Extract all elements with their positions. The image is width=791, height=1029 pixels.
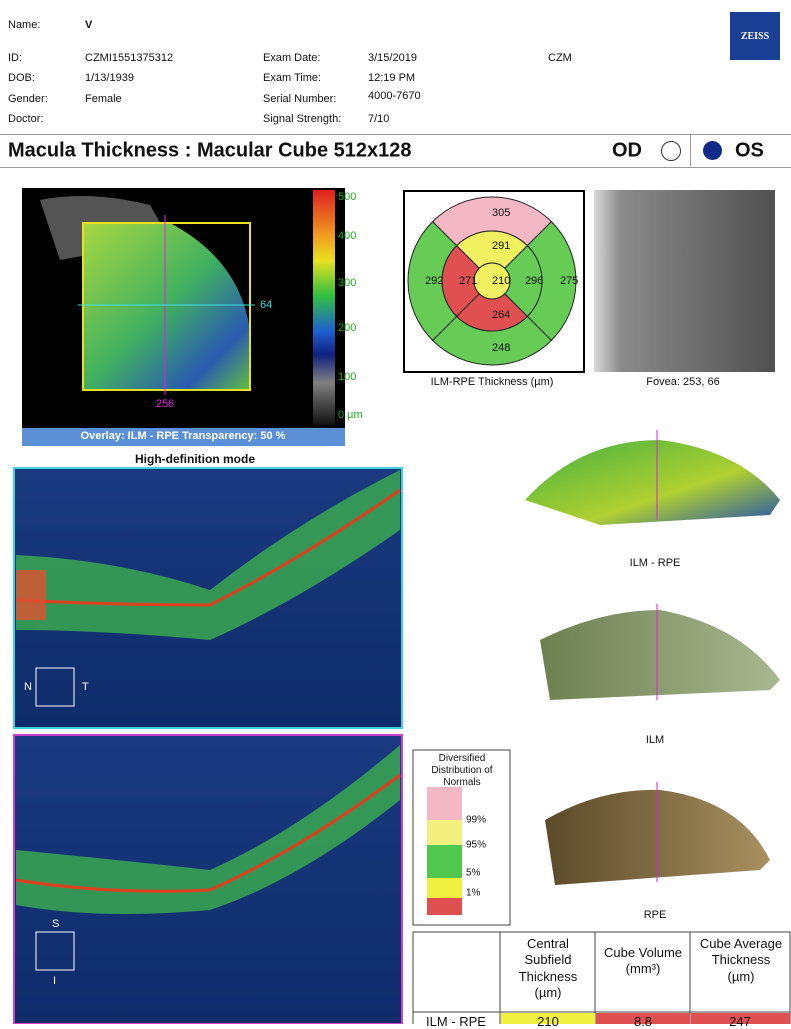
value: 12:19 PM [368, 72, 416, 84]
value: Female [85, 93, 122, 105]
etdrs-grid [407, 196, 577, 366]
label: Doctor: [8, 113, 44, 125]
scale-label: 300 [338, 277, 357, 289]
grid-value: 271 [459, 275, 478, 287]
orient-i: I [53, 975, 57, 987]
grid-caption: ILM-RPE Thickness (µm) [430, 376, 554, 388]
scale-label: 100 [338, 371, 357, 383]
label: Serial Number: [263, 93, 337, 105]
surface-2 [540, 610, 780, 700]
table-header: Cube Volume (mm³) [603, 945, 683, 977]
legend-swatch [427, 845, 462, 878]
label: Exam Date: [263, 52, 321, 64]
surface-label: RPE [643, 909, 667, 921]
table-header: Central Subfield Thickness (µm) [518, 936, 578, 1000]
rpe [15, 488, 401, 607]
lesion [16, 570, 46, 620]
table-header: Cube Average Thickness (µm) [699, 936, 783, 984]
title-bar [0, 134, 791, 168]
legend-level: 5% [466, 867, 481, 879]
orient-s: S [52, 918, 60, 930]
overlay-text: Overlay: ILM - RPE Transparency: 50 % [80, 430, 286, 442]
value: 3/15/2019 [368, 52, 417, 64]
grid-center [473, 262, 511, 300]
retina [16, 745, 400, 914]
h-line-label: 64 [260, 299, 273, 311]
orient-box [35, 667, 75, 707]
surface-label: ILM - RPE [629, 557, 681, 569]
label: Gender: [8, 93, 48, 105]
orient-t: T [82, 681, 89, 693]
value: 1/13/1939 [85, 72, 134, 84]
cell: 247 [729, 1014, 751, 1029]
grid-value: 264 [492, 309, 511, 321]
divider [690, 135, 691, 166]
grid-value: 210 [492, 275, 511, 287]
rpe [15, 773, 401, 893]
grid-value: 305 [492, 207, 511, 219]
grid-value: 248 [492, 342, 511, 354]
logo: ZEISS [730, 12, 780, 60]
legend-swatch [427, 820, 462, 845]
os: OS [735, 139, 764, 162]
logo-text: ZEISS [740, 30, 770, 42]
scale-label: 0 µm [338, 409, 363, 421]
scale-label: 500 [338, 191, 357, 203]
mode: High-definition mode [135, 452, 255, 466]
scale-label: 400 [338, 230, 357, 242]
cell: 210 [537, 1014, 559, 1029]
grid-value: 275 [560, 275, 579, 287]
legend-swatch [427, 898, 462, 915]
value: 4000-7670 [368, 90, 421, 102]
label: Signal Strength: [263, 113, 342, 125]
overlay-bar [22, 428, 345, 446]
cell-bg [501, 1013, 595, 1024]
grid-value: 291 [492, 240, 511, 252]
fovea-caption: Fovea: 253, 66 [646, 376, 720, 388]
surface-1 [525, 440, 780, 525]
legend-swatch [427, 787, 462, 820]
orient-box [35, 931, 75, 971]
grid-value: 296 [525, 275, 544, 287]
legend-level: 1% [466, 887, 481, 899]
scale-label: 200 [338, 322, 357, 334]
od: OD [612, 139, 642, 162]
cell-bg [691, 1013, 790, 1024]
legend-level: 95% [466, 839, 487, 851]
legend-swatch [427, 878, 462, 898]
v-line-label: 256 [155, 398, 175, 410]
site: CZM [548, 52, 572, 64]
cell-bg [596, 1013, 690, 1024]
legend-level: 99% [466, 814, 487, 826]
os-radio [703, 141, 722, 160]
value: V [85, 19, 93, 31]
label: Exam Time: [263, 72, 322, 84]
color-bar [313, 190, 335, 425]
table [412, 931, 791, 1024]
cell: 8.8 [633, 1014, 653, 1029]
od-radio [661, 141, 681, 161]
overlay-map [83, 223, 250, 390]
label: Name: [8, 19, 41, 31]
orient-n: N [24, 681, 32, 693]
grid-value: 292 [425, 275, 444, 287]
label: ID: [8, 52, 23, 64]
legend-title: Diversified Distribution of Normals [431, 753, 493, 788]
title: Macula Thickness : Macular Cube 512x128 [8, 139, 412, 162]
fovea-image [594, 190, 775, 372]
value: CZMI1551375312 [85, 52, 174, 64]
surface-label: ILM [645, 734, 665, 746]
retina [16, 470, 400, 640]
value: 7/10 [368, 113, 390, 125]
scan-box [82, 222, 251, 391]
label: DOB: [8, 72, 35, 84]
row-label: ILM - RPE [426, 1014, 486, 1029]
